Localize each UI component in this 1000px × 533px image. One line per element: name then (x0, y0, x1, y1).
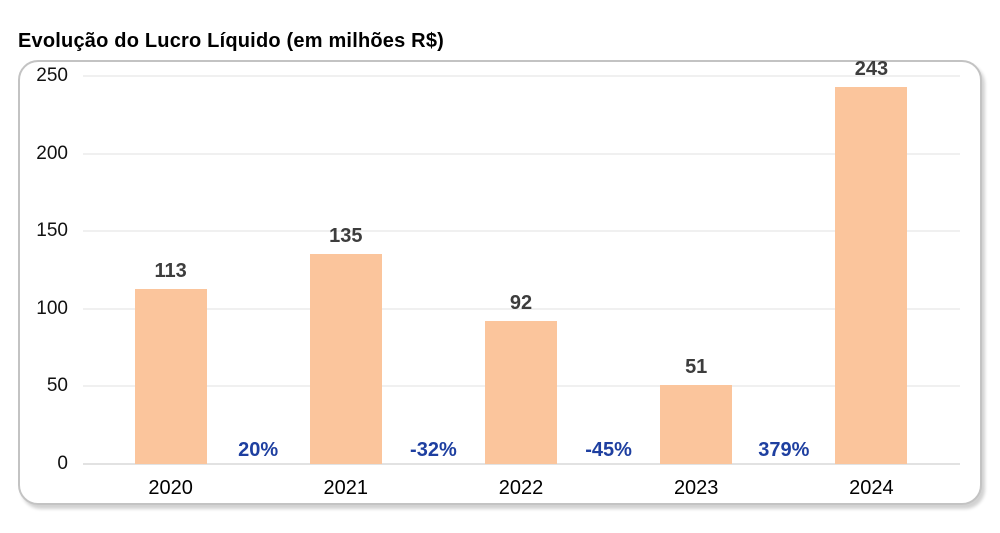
y-axis-tick-label: 50 (46, 375, 68, 397)
x-axis-tick-label: 2020 (148, 477, 193, 499)
x-axis-tick-label: 2023 (673, 477, 719, 499)
bar-value-label: 135 (329, 225, 363, 248)
pct-change-label: -32% (410, 439, 457, 461)
bar-2020 (134, 288, 207, 464)
chart-panel: 0 50 100 150 200 250 113 2020 135 2021 92 2022 51 202… (18, 57, 982, 505)
x-axis-tick-label: 2021 (323, 477, 369, 499)
bar-value-label: 92 (509, 292, 533, 315)
gridline (83, 463, 960, 465)
gridline (83, 152, 960, 155)
gridline (83, 307, 960, 310)
gridline (83, 75, 960, 77)
chart-title: Evolução do Lucro Líquido (em milhões R$… (18, 30, 445, 52)
bar-2021 (309, 254, 382, 464)
y-axis-tick-label: 0 (57, 453, 68, 474)
pct-change-label: -45% (585, 439, 632, 461)
y-axis-tick-label: 150 (36, 220, 68, 242)
bar-value-label: 243 (854, 57, 889, 80)
pct-change-label: 379% (758, 439, 810, 461)
pct-change-label: 20% (238, 439, 279, 461)
x-axis-tick-label: 2024 (849, 477, 894, 499)
y-axis-tick-label: 250 (36, 65, 68, 86)
y-axis-tick-label: 200 (36, 142, 68, 164)
gridline (83, 230, 960, 233)
bar-2023 (660, 384, 733, 464)
bar-value-label: 113 (154, 259, 187, 282)
bar-2022 (485, 321, 557, 464)
y-axis-tick-label: 100 (36, 297, 68, 319)
x-axis-tick-label: 2022 (498, 477, 544, 499)
bar-2024 (835, 86, 908, 464)
bar-value-label: 51 (685, 355, 708, 378)
